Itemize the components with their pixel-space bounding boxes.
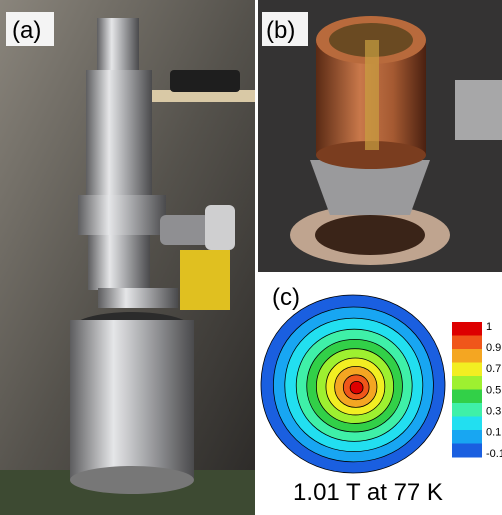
colorbar-tick-label: 0.3 bbox=[486, 406, 501, 418]
colorbar-band bbox=[452, 349, 482, 363]
colorbar-band bbox=[452, 417, 482, 431]
figure: (a) (b) (c) 1 0.9 0.7 0.5 0.3 0.1 -0.1 1.01 T … bbox=[0, 0, 502, 515]
panel-label: (c) bbox=[272, 284, 300, 311]
colorbar-tick-label: 0.9 bbox=[486, 342, 501, 354]
contour-band bbox=[350, 381, 363, 393]
colorbar-tick-label: -0.1 bbox=[486, 448, 502, 460]
colorbar-band bbox=[452, 444, 482, 458]
colorbar-band bbox=[452, 403, 482, 417]
colorbar-band bbox=[452, 390, 482, 404]
panel-label: (a) bbox=[12, 17, 41, 44]
colorbar-band bbox=[452, 336, 482, 350]
colorbar-tick-label: 0.7 bbox=[486, 363, 501, 375]
colorbar-band bbox=[452, 322, 482, 336]
colorbar-tick-label: 0.5 bbox=[486, 384, 501, 396]
colorbar-tick-label: 1 bbox=[486, 321, 492, 333]
colorbar-band bbox=[452, 363, 482, 377]
colorbar-band bbox=[452, 430, 482, 444]
caption: 1.01 T at 77 K bbox=[293, 479, 443, 506]
panel-label: (b) bbox=[266, 17, 295, 44]
photo-a bbox=[0, 0, 255, 515]
contour-plot bbox=[261, 295, 445, 473]
colorbar-band bbox=[452, 376, 482, 390]
colorbar-tick-label: 0.1 bbox=[486, 427, 501, 439]
